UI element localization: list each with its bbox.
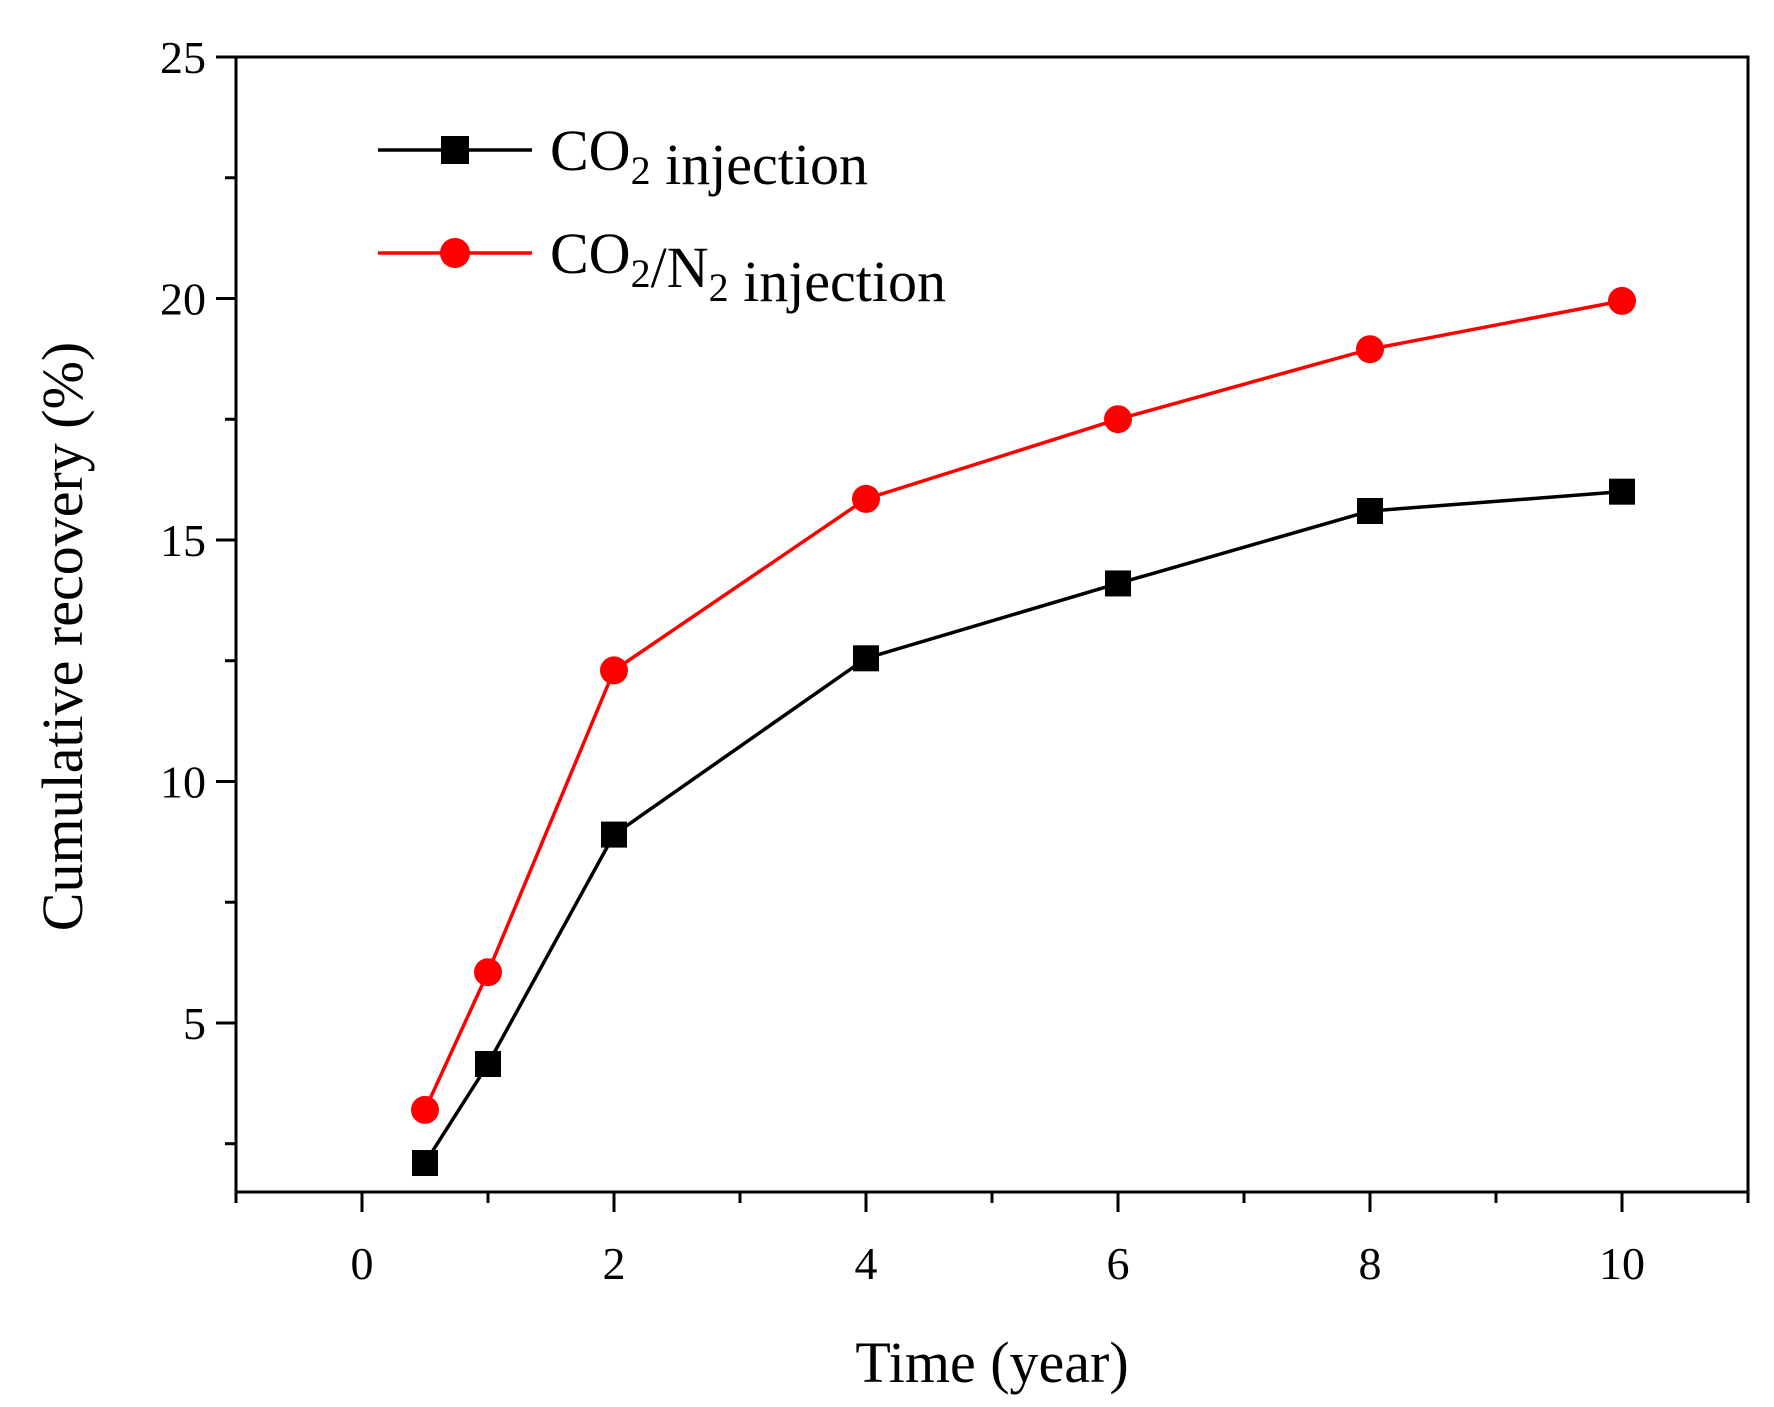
y-tick-label: 5 — [183, 998, 206, 1049]
legend-label: CO2/N2 injection — [550, 221, 946, 314]
data-point-circle — [1356, 335, 1384, 364]
data-point-circle — [1608, 286, 1636, 315]
y-tick-label: 10 — [160, 756, 206, 807]
y-tick-label: 20 — [160, 273, 206, 324]
series-co2 — [412, 478, 1635, 1177]
legend-marker-square — [441, 136, 469, 164]
legend-subscript: 2 — [631, 251, 651, 296]
y-tick-label: 15 — [160, 515, 206, 566]
x-tick-label: 4 — [855, 1238, 878, 1289]
data-point-square — [475, 1051, 501, 1078]
x-tick-label: 2 — [603, 1238, 626, 1289]
legend-text: CO — [550, 221, 631, 286]
data-point-circle — [852, 484, 880, 513]
x-tick-label: 10 — [1599, 1238, 1645, 1289]
data-point-square — [601, 821, 627, 848]
data-point-square — [1609, 478, 1635, 505]
data-point-circle — [600, 656, 628, 685]
y-axis: 5 10 15 20 25 — [160, 32, 236, 1146]
x-tick-label: 6 — [1107, 1238, 1130, 1289]
x-tick-label: 8 — [1359, 1238, 1382, 1289]
data-point-square — [853, 645, 879, 672]
series-line — [423, 299, 1623, 1111]
series-co2-n2 — [411, 286, 1636, 1124]
y-axis-title: Cumulative recovery (%) — [30, 342, 95, 931]
plot-frame — [234, 55, 1750, 1194]
data-point-square — [1357, 498, 1383, 524]
legend-text: CO — [550, 118, 631, 183]
data-point-square — [412, 1150, 438, 1177]
data-point-circle — [1104, 405, 1132, 434]
x-axis-title: Time (year) — [855, 1330, 1128, 1395]
legend-text: /N — [651, 235, 709, 300]
y-tick-label: 25 — [160, 32, 206, 83]
data-point-circle — [474, 958, 502, 987]
legend-label: CO2 injection — [550, 118, 868, 197]
legend-item: CO2 injection — [378, 118, 868, 197]
legend-subscript: 2 — [631, 148, 651, 193]
plot-area — [234, 55, 1750, 1194]
legend-marker-circle — [440, 238, 470, 268]
legend-subscript: 2 — [709, 265, 729, 310]
data-point-circle — [411, 1095, 439, 1124]
data-point-square — [1105, 570, 1131, 597]
x-axis: 0 2 4 6 8 10 — [234, 1192, 1750, 1289]
x-tick-label: 0 — [351, 1238, 374, 1289]
legend-text: injection — [729, 249, 946, 314]
legend-item: CO2/N2 injection — [378, 221, 946, 314]
legend-text: injection — [651, 132, 868, 197]
series-layer — [411, 286, 1636, 1177]
